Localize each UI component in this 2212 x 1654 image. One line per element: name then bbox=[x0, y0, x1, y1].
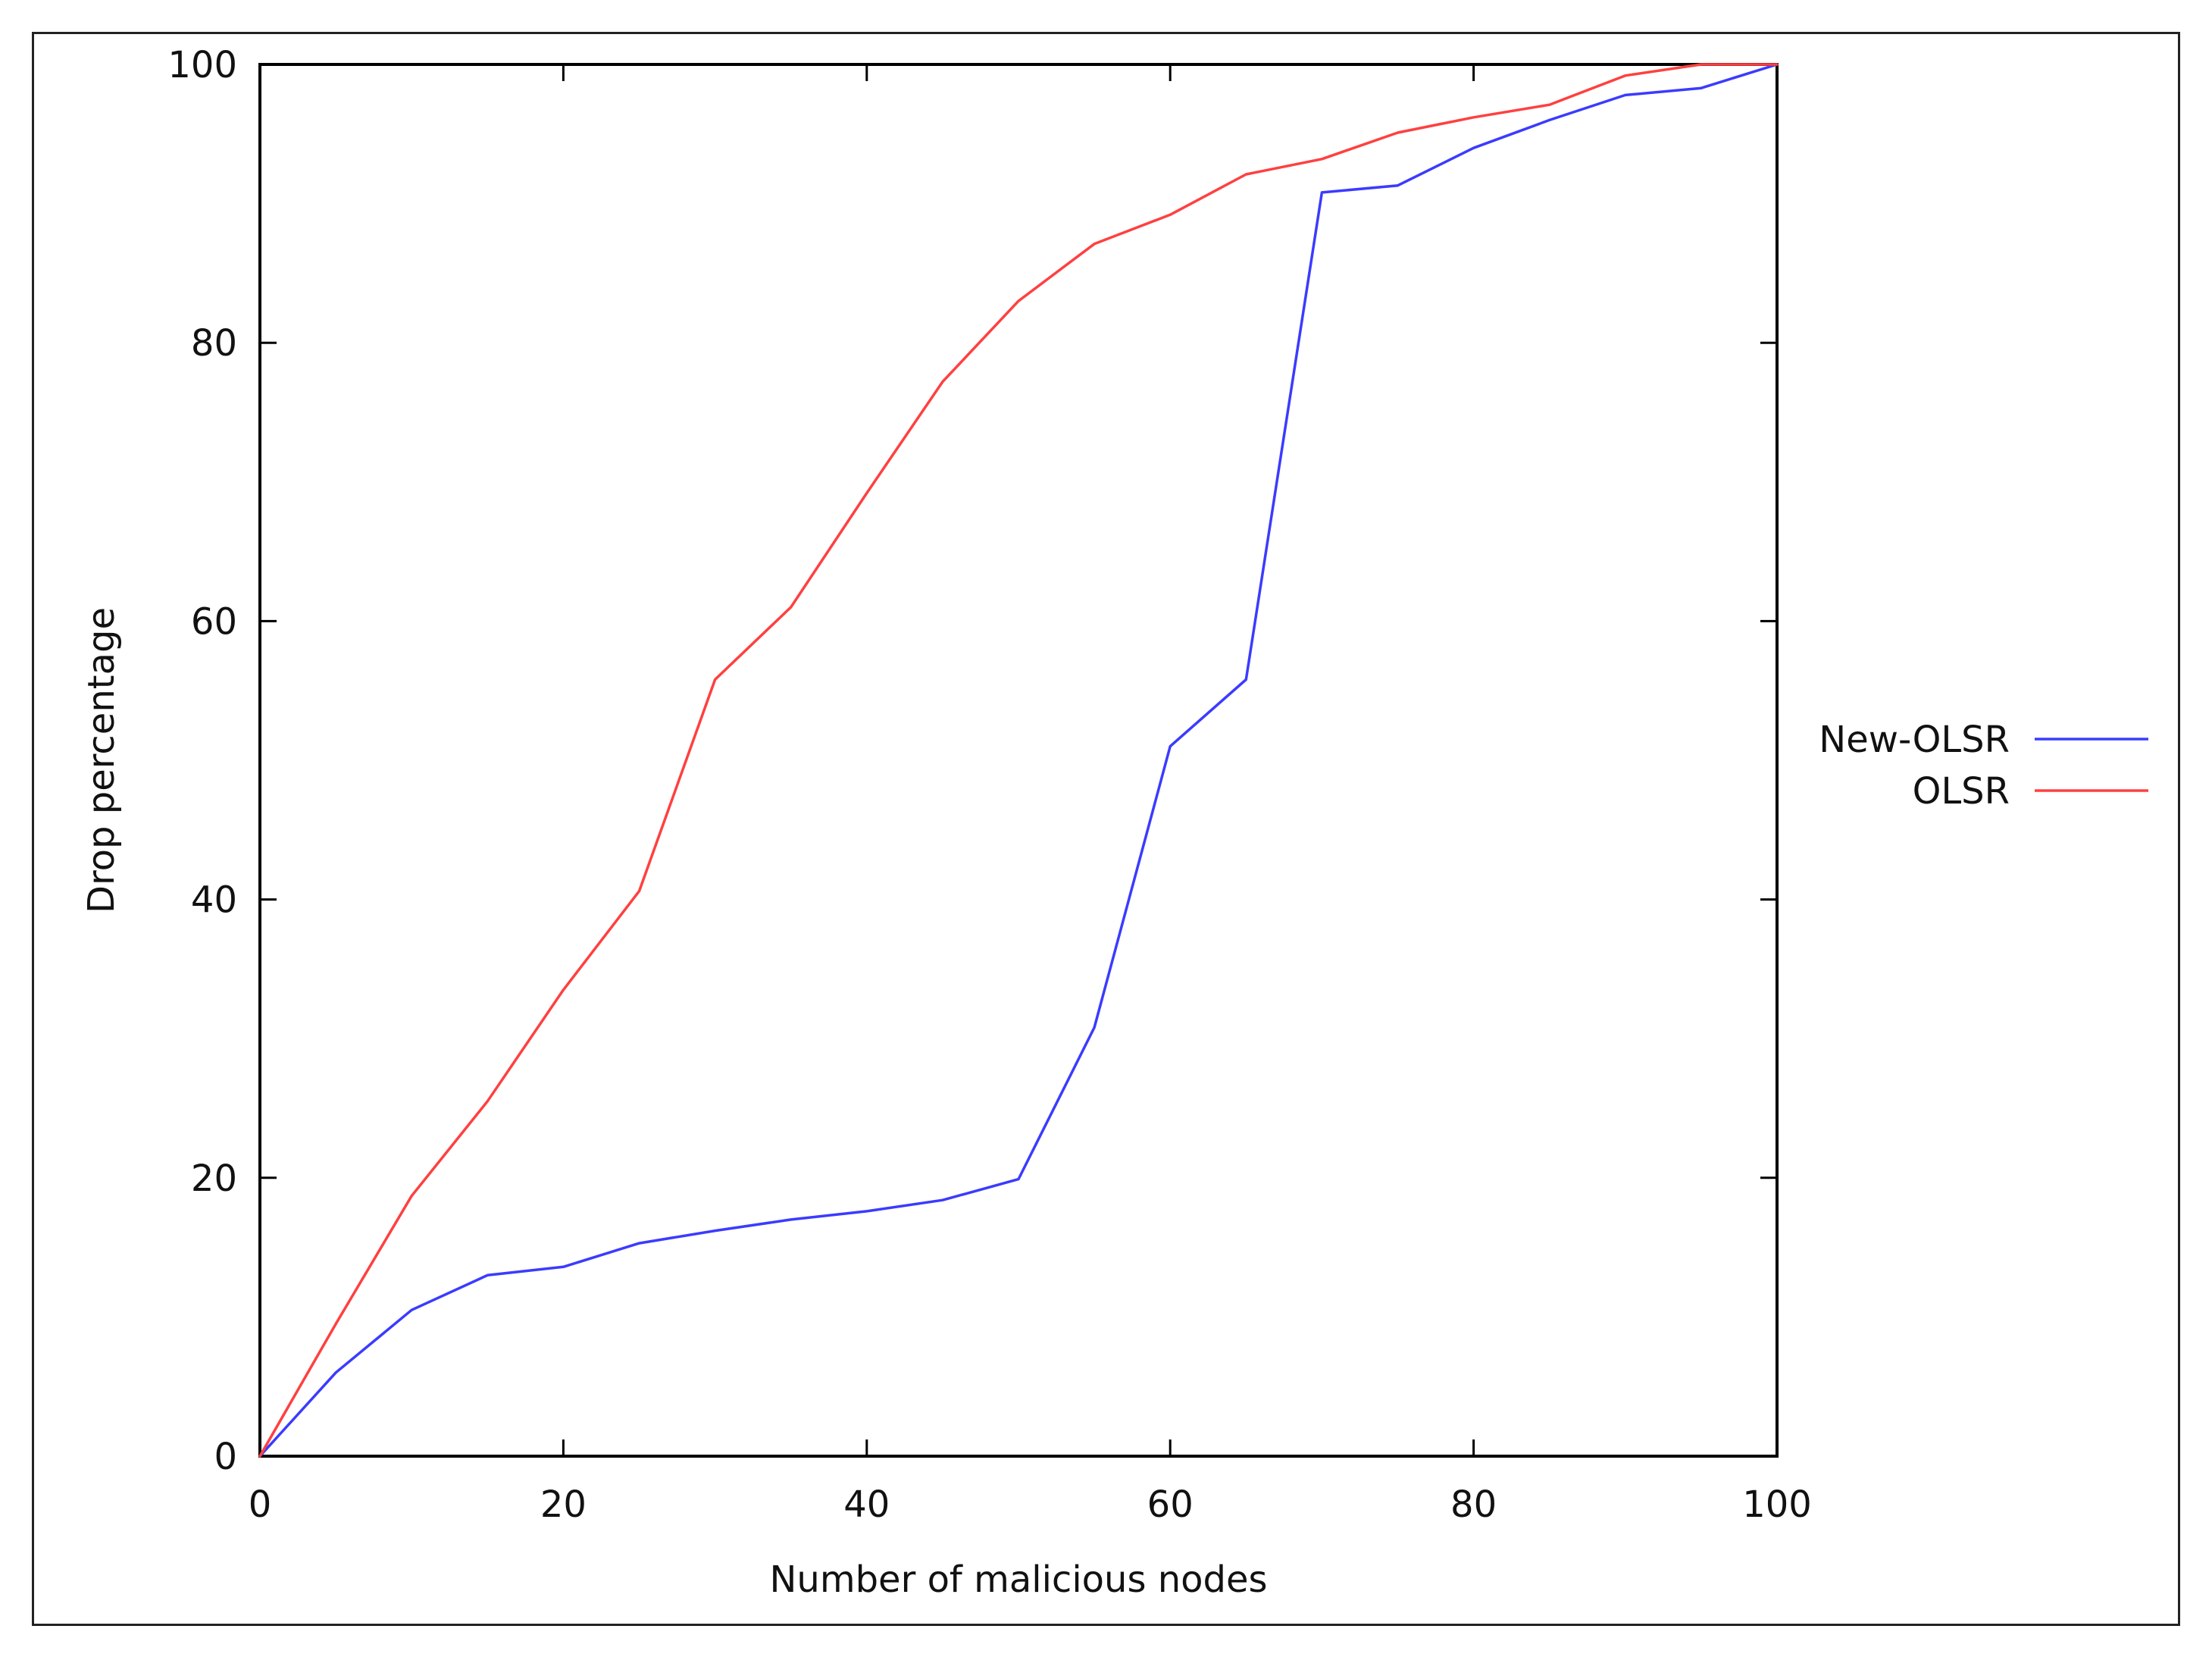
series-line-new-olsr bbox=[258, 63, 1779, 1458]
axis-ticks bbox=[258, 63, 1779, 1458]
x-tick-label: 80 bbox=[1450, 1483, 1497, 1526]
y-tick-label: 100 bbox=[167, 44, 237, 86]
x-tick-label: 20 bbox=[540, 1483, 587, 1526]
y-tick-label: 80 bbox=[191, 322, 237, 365]
legend: New-OLSR OLSR bbox=[1819, 719, 2148, 813]
series-lines bbox=[258, 63, 1779, 1458]
legend-label: New-OLSR bbox=[1819, 719, 2010, 761]
y-axis-title: Drop percentage bbox=[80, 607, 123, 913]
figure-frame bbox=[32, 32, 2180, 1626]
x-tick-label: 100 bbox=[1742, 1483, 1812, 1526]
tick-labels: 0 20 40 60 80 100 0 20 40 60 80 100 bbox=[167, 44, 1811, 1526]
series-line-olsr bbox=[258, 63, 1779, 1458]
y-tick-label: 20 bbox=[191, 1157, 237, 1200]
plot-area bbox=[258, 63, 1779, 1458]
x-tick-label: 40 bbox=[843, 1483, 890, 1526]
y-tick-label: 60 bbox=[191, 600, 237, 643]
y-tick-label: 0 bbox=[214, 1436, 237, 1478]
x-axis-title: Number of malicious nodes bbox=[769, 1558, 1267, 1601]
y-tick-label: 40 bbox=[191, 879, 237, 922]
x-tick-label: 0 bbox=[249, 1483, 272, 1526]
legend-label: OLSR bbox=[1913, 770, 2010, 813]
x-tick-label: 60 bbox=[1147, 1483, 1194, 1526]
